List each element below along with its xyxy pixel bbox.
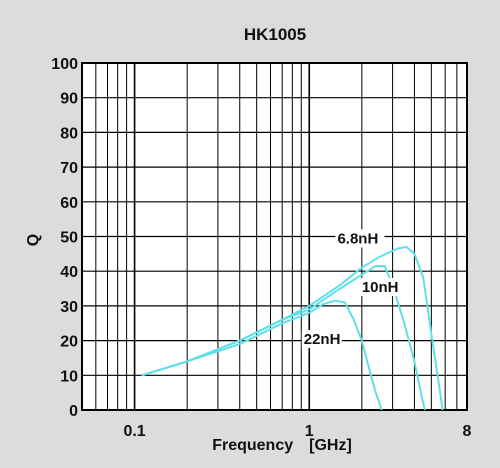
y-tick-label: 0 — [69, 403, 78, 420]
y-tick-label: 90 — [60, 91, 78, 108]
y-tick-labels: 0 10 20 30 40 50 60 70 80 90 100 — [51, 56, 78, 420]
y-tick-label: 40 — [60, 264, 78, 281]
series-label-background — [335, 229, 385, 248]
series-label: 6.8nH — [337, 230, 378, 247]
y-tick-label: 60 — [60, 195, 78, 212]
y-tick-label: 70 — [60, 160, 78, 177]
series-labels: 6.8nH 10nH 22nH — [301, 229, 400, 349]
series-label-background — [359, 278, 400, 297]
series-label: 22nH — [304, 331, 341, 348]
y-tick-label: 80 — [60, 125, 78, 142]
x-tick-labels: 0.1 1 8 — [123, 423, 471, 440]
y-tick-label: 50 — [60, 230, 78, 247]
series-line — [141, 299, 383, 411]
y-tick-label: 30 — [60, 299, 78, 316]
chart-title: HK1005 — [244, 25, 306, 44]
y-axis-label: Q — [25, 234, 42, 246]
grid — [82, 63, 467, 410]
x-axis-label: Frequency [GHz] — [212, 437, 352, 454]
series-label-background — [301, 330, 342, 349]
y-tick-label: 100 — [51, 56, 78, 73]
x-tick-label: 1 — [305, 423, 314, 440]
series-lines — [141, 245, 444, 411]
series-line — [141, 265, 426, 411]
x-tick-label: 0.1 — [123, 423, 145, 440]
series-label: 10nH — [362, 279, 399, 296]
x-tick-label: 8 — [463, 423, 472, 440]
y-tick-label: 20 — [60, 334, 78, 351]
y-tick-label: 10 — [60, 368, 78, 385]
